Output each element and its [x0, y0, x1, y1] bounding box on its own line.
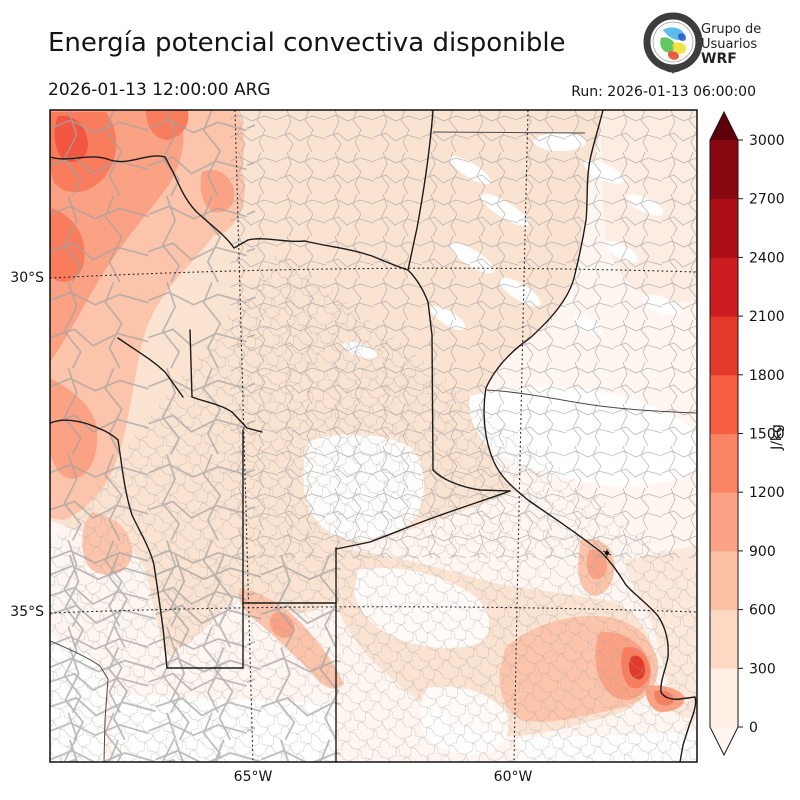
colorbar-segment — [710, 198, 738, 258]
run-time-label: Run: 2026-01-13 06:00:00 — [571, 84, 756, 100]
department-boundaries — [50, 110, 697, 762]
colorbar-segment — [710, 550, 738, 611]
wrf-logo-emblem-icon — [643, 12, 703, 74]
colorbar-tick-label: 2400 — [749, 250, 785, 266]
colorbar-over-arrow — [710, 112, 738, 140]
lon-tick-60w: 60°W — [493, 769, 533, 785]
page-title: Energía potencial convectiva disponible — [48, 28, 566, 58]
wrf-logo — [643, 12, 703, 74]
colorbar-segment — [710, 609, 738, 669]
colorbar-tick-label: 1500 — [749, 427, 785, 443]
colorbar-segment — [710, 140, 738, 200]
secondary-boundaries — [50, 131, 697, 762]
colorbar-tick-label: 2700 — [749, 192, 785, 208]
logo-line-1: Grupo de — [701, 22, 762, 37]
colorbar-tick-label: 0 — [749, 720, 758, 736]
logo-line-3: WRF — [701, 51, 737, 67]
lat-tick-35s: 35°S — [10, 604, 44, 620]
map-frame — [49, 109, 698, 763]
city-marker — [602, 549, 612, 557]
province-boundaries — [50, 110, 697, 762]
colorbar-tick-label: 300 — [749, 661, 776, 677]
valid-time-label: 2026-01-13 12:00:00 ARG — [48, 80, 271, 100]
colorbar-segment — [710, 316, 738, 376]
colorbar-tick-label: 1800 — [749, 368, 785, 384]
lon-tick-65w: 65°W — [233, 769, 273, 785]
graticule-lines — [50, 110, 697, 762]
colorbar-segment — [710, 374, 738, 434]
lat-tick-30s: 30°S — [10, 270, 44, 286]
colorbar-under-arrow — [710, 727, 738, 755]
colorbar-tick-label: 2100 — [749, 309, 785, 325]
colorbar-segment — [710, 668, 738, 728]
colorbar-tick-label: 900 — [749, 544, 776, 560]
wrf-logo-text: Grupo de Usuarios WRF — [701, 22, 761, 67]
colorbar-segment — [710, 257, 738, 317]
colorbar-tick-label: 3000 — [749, 133, 785, 149]
colorbar-tick-label: 600 — [749, 603, 776, 619]
colorbar-tick-label: 1200 — [749, 485, 785, 501]
colorbar-unit-label: J/kg — [769, 424, 785, 451]
colorbar-segment — [710, 433, 738, 493]
logo-line-2: Usuarios — [701, 37, 758, 52]
colorbar-segment — [710, 492, 738, 552]
colorbar-outline — [709, 110, 739, 757]
colorbar: 0 300 600 900 1200 1500 1800 2100 2400 2700 3000 — [710, 112, 785, 755]
